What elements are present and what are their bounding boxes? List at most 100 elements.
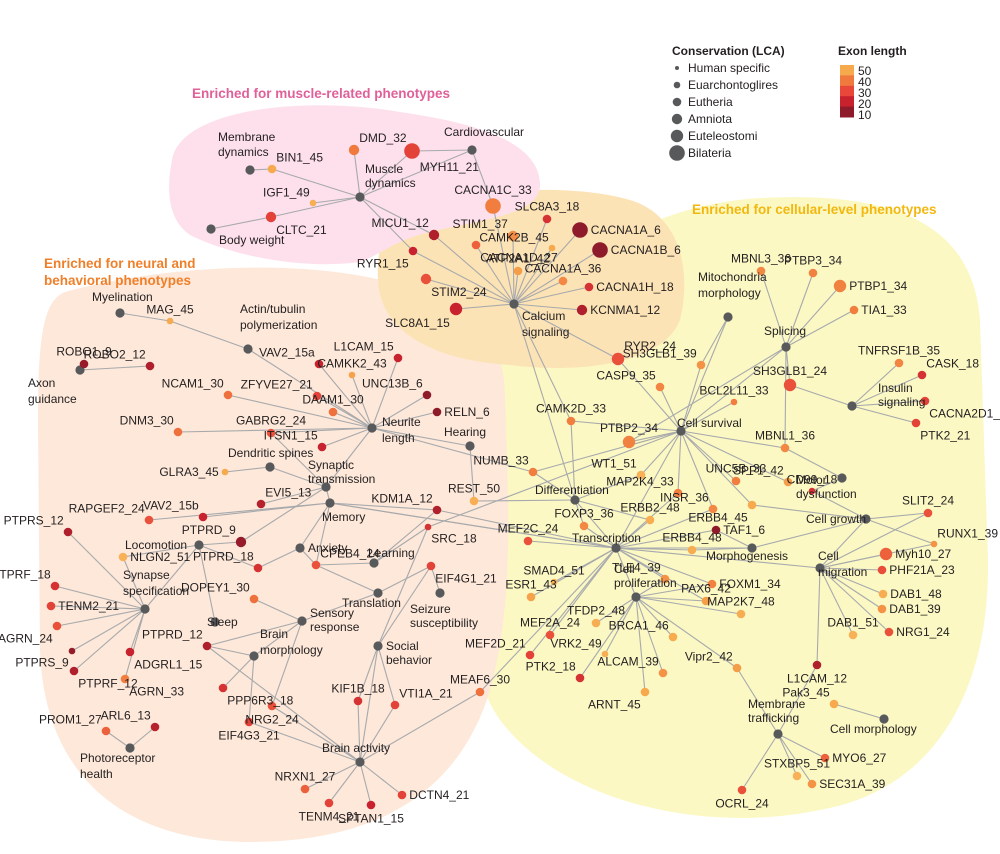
gene-node-ncam1_30[interactable] <box>223 390 233 400</box>
gene-node-kdm1a_12[interactable] <box>432 505 442 515</box>
phenotype-node-locomotion[interactable] <box>194 540 204 550</box>
gene-node-sptan1_15[interactable] <box>366 800 376 810</box>
phenotype-node-social-behavior[interactable] <box>373 641 383 651</box>
gene-node-ptprf_12[interactable] <box>69 666 79 676</box>
gene-node-ptprf_18[interactable] <box>50 581 60 591</box>
gene-node-pak3_45[interactable] <box>829 699 839 709</box>
phenotype-node-cardiovascular[interactable] <box>467 145 477 155</box>
gene-node-ptk2_21[interactable] <box>911 418 921 428</box>
gene-node-cacna2d1_21[interactable] <box>920 396 930 406</box>
phenotype-node-membrane-trafficking[interactable] <box>773 729 783 739</box>
phenotype-node-cell-migration[interactable] <box>815 563 825 573</box>
gene-node-cpeb4_24[interactable] <box>311 560 321 570</box>
gene-node-myo6_27[interactable] <box>820 753 830 763</box>
gene-node-dmd_32[interactable] <box>348 144 360 156</box>
gene-node-ptprs_9[interactable] <box>68 647 76 655</box>
gene-node-stxbp5_51[interactable] <box>792 771 802 781</box>
gene-node-map2k7_48[interactable] <box>736 609 746 619</box>
gene-node-cacna1a_36[interactable] <box>558 276 568 286</box>
gene-node-reln_6[interactable] <box>432 407 442 417</box>
gene-node-ptbp1_34[interactable] <box>833 279 847 293</box>
gene-node-runx1_39[interactable] <box>930 540 938 548</box>
gene-node-l1cam_12[interactable] <box>812 660 822 670</box>
gene-node-bcl2l11_33[interactable] <box>730 398 738 406</box>
phenotype-node-learning[interactable] <box>369 558 379 568</box>
gene-node-nrg2_24[interactable] <box>267 701 277 711</box>
gene-node-camk2d_33[interactable] <box>566 416 576 426</box>
gene-node-l1cam_15[interactable] <box>393 353 403 363</box>
gene-node-erbb4_48[interactable] <box>687 545 697 555</box>
gene-node-vipr2_42[interactable] <box>732 663 742 673</box>
gene-node-tenm2_21[interactable] <box>46 601 56 611</box>
phenotype-node-hearing[interactable] <box>465 441 475 451</box>
gene-node-camk2b_45[interactable] <box>548 244 556 252</box>
gene-node-myh10_27[interactable] <box>879 547 893 561</box>
gene-node-cd99_18[interactable] <box>808 487 816 495</box>
gene-node-src_18[interactable] <box>424 523 432 531</box>
phenotype-node-calcium-signaling[interactable] <box>509 299 519 309</box>
gene-node-eif4g3_21[interactable] <box>244 717 254 727</box>
gene-node-ptprd_18[interactable] <box>253 563 263 573</box>
gene-node-smad4_51[interactable] <box>550 578 558 586</box>
gene-node-ryr2_24[interactable] <box>611 352 625 366</box>
phenotype-node-insulin-signaling[interactable] <box>847 401 857 411</box>
gene-node-insr_36[interactable] <box>708 504 718 514</box>
gene-node-cltc_21[interactable] <box>265 211 277 223</box>
gene-node-stim2_24[interactable] <box>420 273 432 285</box>
gene-node-dopey1_30[interactable] <box>249 594 259 604</box>
gene-node-prom1_27[interactable] <box>101 726 111 736</box>
gene-node-nrg1_24[interactable] <box>884 627 894 637</box>
phenotype-node-synaptic-transmission[interactable] <box>321 482 331 492</box>
gene-node-meaf6_30[interactable] <box>475 687 485 697</box>
gene-node-dnm3_30[interactable] <box>173 427 183 437</box>
gene-node-brca1_46[interactable] <box>668 632 678 642</box>
gene-node-mef2c_24[interactable] <box>523 536 533 546</box>
gene-node-ppp6r3_18[interactable] <box>218 683 228 693</box>
gene-node-stim1_37[interactable] <box>507 230 519 242</box>
gene-node-zfyve27_21[interactable] <box>312 391 322 401</box>
gene-node-foxm1_34[interactable] <box>707 579 717 589</box>
phenotype-node-actin-tubulin-polymerization[interactable] <box>243 344 253 354</box>
gene-node-bin1_45[interactable] <box>267 164 277 174</box>
gene-node-vav2_15b[interactable] <box>198 512 208 522</box>
gene-node-unc13b_6[interactable] <box>422 390 432 400</box>
phenotype-node-translation[interactable] <box>373 588 383 598</box>
gene-node-vav2_15a[interactable] <box>314 359 324 369</box>
gene-node-kcnma1_12[interactable] <box>576 304 588 316</box>
gene-node-ryr1_15[interactable] <box>408 246 418 256</box>
gene-node-spp1_42[interactable] <box>783 477 793 487</box>
gene-node-erbb2_48[interactable] <box>645 515 655 525</box>
phenotype-node-transcription[interactable] <box>611 543 621 553</box>
phenotype-node-splicing[interactable] <box>781 342 791 352</box>
gene-node-tle4_39[interactable] <box>660 574 670 584</box>
phenotype-node-cell-morphology[interactable] <box>879 714 889 724</box>
phenotype-node-brain-morphology[interactable] <box>249 651 259 661</box>
gene-node-agrn_33[interactable] <box>120 674 130 684</box>
gene-node-slc8a1_15[interactable] <box>449 302 463 316</box>
gene-node-tia1_33[interactable] <box>849 305 859 315</box>
gene-node-cacna1d_27[interactable] <box>471 240 481 250</box>
gene-node-adgrl1_15[interactable] <box>125 647 135 657</box>
gene-node-mef2a_24[interactable] <box>545 630 555 640</box>
gene-node-ptprd_9[interactable] <box>235 536 247 548</box>
gene-node-dab1_39[interactable] <box>877 604 887 614</box>
gene-node-arl6_13[interactable] <box>150 722 160 732</box>
phenotype-node-motor-dysfunction[interactable] <box>837 473 847 483</box>
gene-node-cacna1c_33[interactable] <box>485 198 501 214</box>
phenotype-node-synapse-specification[interactable] <box>140 604 150 614</box>
gene-node-phf21a_23[interactable] <box>877 565 887 575</box>
gene-node-atp2a1_42[interactable] <box>513 266 523 276</box>
gene-node-robo2_12[interactable] <box>145 361 155 371</box>
gene-node-dab1_48[interactable] <box>878 589 888 599</box>
phenotype-node-sleep[interactable] <box>210 617 220 627</box>
phenotype-node-morphogenesis[interactable] <box>747 543 757 553</box>
gene-node-sh3glb1_39[interactable] <box>696 360 706 370</box>
gene-node-robo1_9[interactable] <box>79 359 89 369</box>
phenotype-node-body-weight[interactable] <box>206 224 216 234</box>
gene-node-unc5b_33[interactable] <box>731 476 741 486</box>
gene-node-cacna1h_18[interactable] <box>584 282 594 292</box>
gene-node-dctn4_21[interactable] <box>397 790 407 800</box>
phenotype-node-dendritic-spines[interactable] <box>265 462 275 472</box>
gene-node-itsn1_15[interactable] <box>317 442 327 452</box>
phenotype-node-memory[interactable] <box>325 498 335 508</box>
